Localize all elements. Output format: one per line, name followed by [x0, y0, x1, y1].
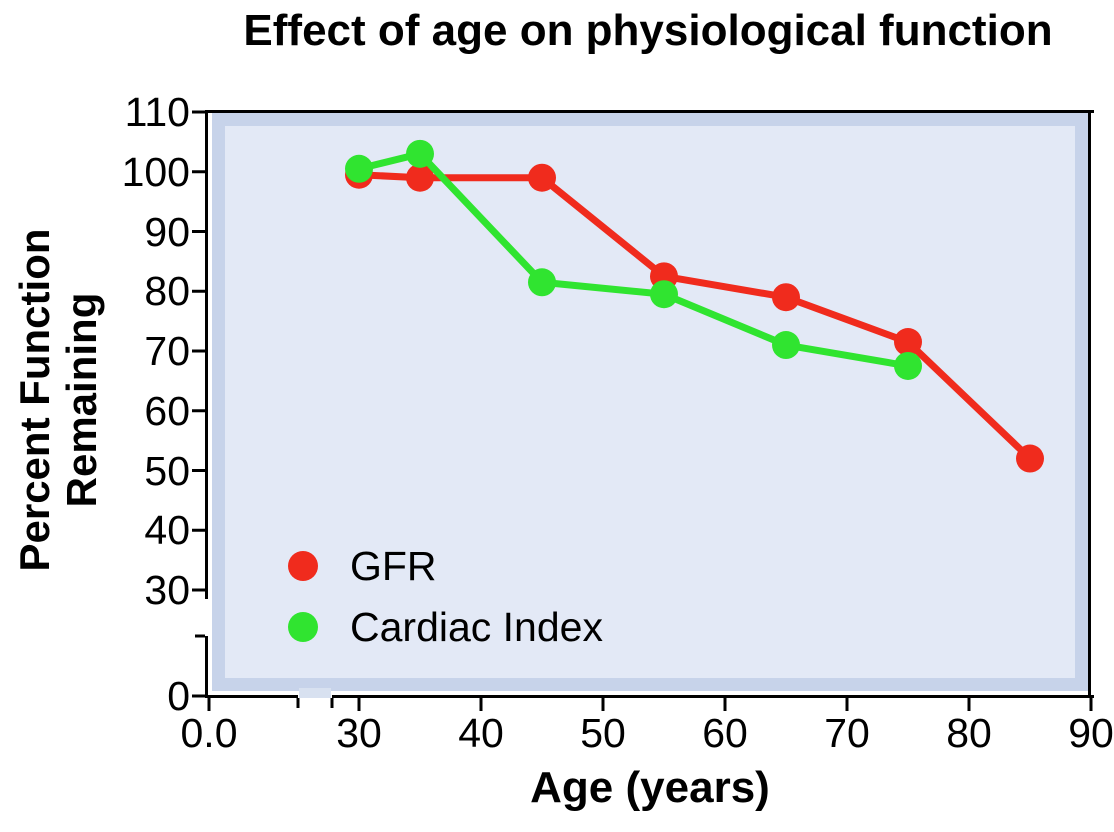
y-tick-label: 70 [144, 328, 190, 374]
x-tick-label: 60 [702, 710, 748, 756]
top-spine [205, 110, 1094, 113]
series-marker-cardiac-index [772, 331, 800, 360]
x-tick-label: 0.0 [180, 710, 238, 756]
x-tick-label: 70 [824, 710, 870, 756]
x-tick [601, 698, 605, 711]
series-marker-cardiac-index [528, 268, 556, 297]
y-tick-label: 50 [144, 447, 190, 494]
bottom-spine-left [205, 695, 298, 698]
y-tick-label: 40 [144, 507, 190, 554]
left-spine-upper [205, 110, 208, 599]
axis-break-patch [299, 688, 331, 698]
chart-title: Effect of age on physiological function [243, 6, 1053, 55]
x-tick [967, 698, 971, 711]
y-tick [192, 528, 205, 532]
series-marker-gfr [406, 163, 434, 192]
x-axis-break-tick [330, 698, 334, 708]
x-tick [357, 698, 361, 711]
right-spine [1088, 110, 1091, 698]
series-marker-cardiac-index [406, 139, 434, 168]
x-tick-label: 30 [336, 710, 382, 756]
plot-panel [225, 126, 1075, 678]
x-tick-label: 90 [1068, 710, 1114, 756]
series-marker-cardiac-index [894, 351, 922, 380]
series-marker-cardiac-index [345, 154, 373, 183]
y-tick-label: 100 [121, 148, 190, 195]
legend-label-gfr: GFR [350, 543, 437, 589]
y-tick [192, 694, 205, 698]
y-tick-label: 0 [167, 673, 190, 719]
x-axis-title: Age (years) [530, 763, 770, 812]
left-spine-lower [205, 636, 208, 698]
y-axis-break-tick [195, 634, 205, 638]
x-axis-break-tick [296, 698, 300, 708]
bottom-spine-right [332, 695, 1094, 698]
x-tick [845, 698, 849, 711]
x-tick-label: 50 [580, 710, 626, 756]
series-marker-gfr [894, 328, 922, 357]
x-tick [479, 698, 483, 711]
x-tick-label: 80 [946, 710, 992, 756]
y-tick-label: 80 [144, 268, 190, 315]
x-tick [723, 698, 727, 711]
y-tick [192, 588, 205, 592]
y-tick-label: 30 [144, 567, 190, 613]
x-tick-label: 40 [458, 710, 504, 756]
legend-marker-gfr [288, 551, 318, 581]
y-tick [192, 110, 205, 114]
y-tick-label: 60 [144, 387, 190, 434]
y-tick-label: 110 [124, 89, 190, 135]
y-tick [192, 230, 205, 233]
legend-label-cardiac-index: Cardiac Index [350, 604, 603, 650]
y-tick [192, 289, 205, 293]
legend-marker-cardiac-index [288, 612, 318, 642]
y-tick [192, 349, 205, 353]
y-tick [192, 409, 205, 413]
series-marker-gfr [772, 283, 800, 312]
y-tick-label: 90 [144, 208, 190, 255]
series-marker-cardiac-index [650, 280, 678, 309]
series-marker-gfr [528, 163, 556, 192]
x-tick [1089, 698, 1093, 711]
y-tick [192, 469, 205, 472]
y-tick [192, 170, 205, 174]
x-tick [207, 698, 211, 711]
series-marker-gfr [1016, 444, 1044, 473]
